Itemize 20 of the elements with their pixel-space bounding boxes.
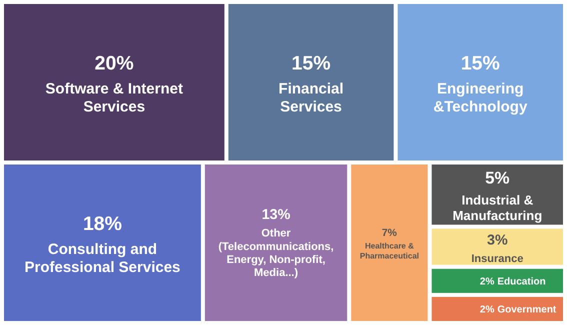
- data-label: 2%: [480, 304, 494, 316]
- category-label: Engineering &Technology: [433, 80, 528, 116]
- category-label: Industrial & Manufacturing: [452, 192, 542, 223]
- data-label: 2%: [480, 276, 494, 288]
- category-label: Insurance: [471, 253, 524, 266]
- data-label: 5%: [485, 168, 510, 188]
- category-label: Financial Services: [278, 80, 344, 116]
- data-label: 18%: [82, 213, 122, 236]
- data-label: 3%: [487, 232, 508, 249]
- category-label: Government: [497, 304, 557, 316]
- category-label: Healthcare & Pharmaceutical: [360, 242, 419, 260]
- category-label: Other (Telecommunications, Energy, Non-profit, Media...): [218, 228, 334, 280]
- data-label: 15%: [460, 52, 500, 75]
- data-label: 15%: [292, 52, 331, 75]
- category-label: Software & Internet Services: [45, 80, 183, 116]
- data-label: 13%: [262, 207, 291, 224]
- category-label: Education: [497, 276, 546, 288]
- data-label: 7%: [382, 228, 397, 239]
- data-label: 20%: [94, 52, 134, 75]
- category-label: Consulting and Professional Services: [24, 240, 180, 276]
